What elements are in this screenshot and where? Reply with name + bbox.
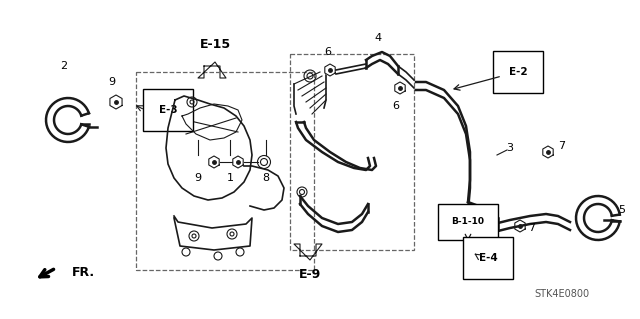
Text: E-2: E-2 [509,67,527,77]
Text: E-4: E-4 [479,253,497,263]
Text: 7: 7 [559,141,566,151]
Text: 9: 9 [108,77,116,87]
Text: E-15: E-15 [200,38,230,50]
Bar [290,54,414,250]
Polygon shape [209,156,219,168]
Text: 6: 6 [324,47,332,57]
Polygon shape [198,62,226,78]
Polygon shape [233,156,243,168]
Text: 2: 2 [60,61,68,71]
Polygon shape [395,82,405,94]
Text: 1: 1 [227,173,234,183]
Text: 3: 3 [506,143,513,153]
Polygon shape [110,95,122,109]
Text: E-9: E-9 [299,269,321,281]
Polygon shape [543,146,553,158]
Polygon shape [515,220,525,232]
Text: STK4E0800: STK4E0800 [534,289,589,299]
Text: E-3: E-3 [159,105,177,115]
Text: 6: 6 [392,101,399,111]
Text: B-1-10: B-1-10 [451,218,484,226]
Polygon shape [294,244,322,260]
Text: 8: 8 [262,173,269,183]
Text: 5: 5 [618,205,625,215]
Polygon shape [325,64,335,76]
Bar [136,72,314,270]
Text: 4: 4 [374,33,381,43]
Text: 9: 9 [195,173,202,183]
Text: FR.: FR. [72,265,95,278]
Text: 7: 7 [529,223,536,233]
